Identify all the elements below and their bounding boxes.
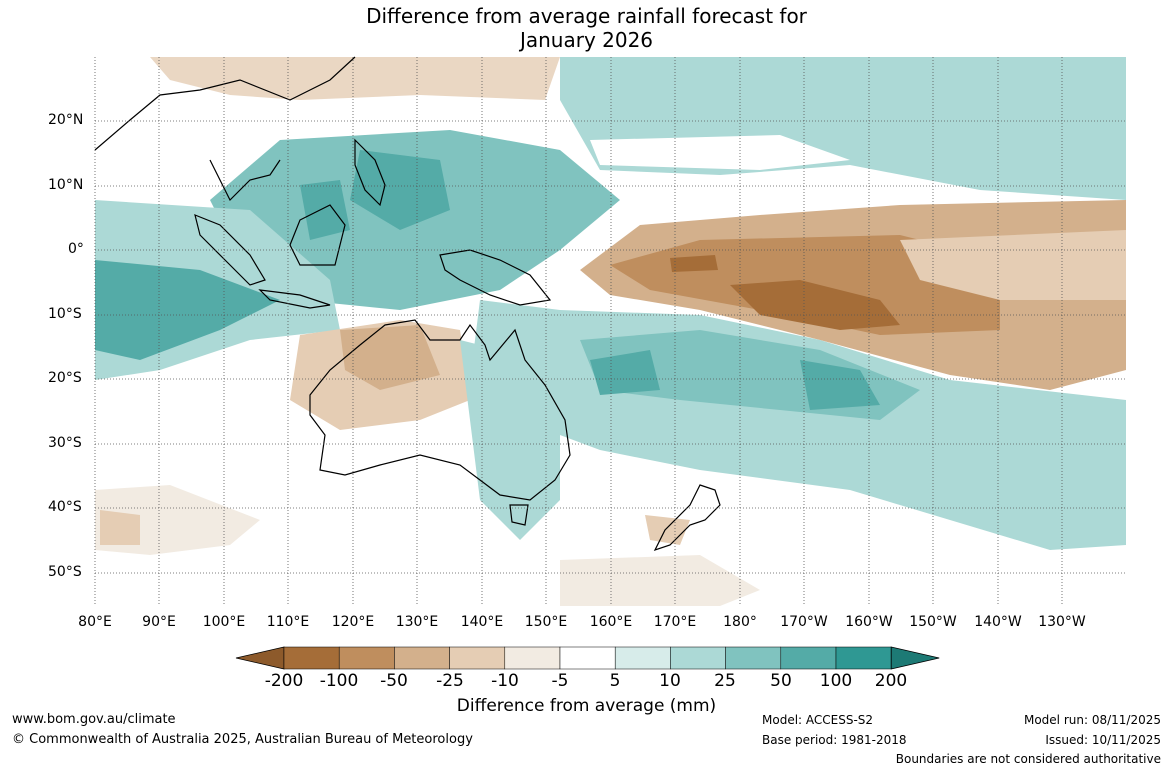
- rainfall-region-wet-maritime-core: [350, 150, 450, 230]
- lat-label-30s: 30°S: [48, 435, 82, 451]
- lon-label-160w: 160°W: [845, 614, 893, 630]
- rainfall-region-dry-pacific-core-2: [670, 255, 718, 272]
- rainfall-region-dry-pacific-core: [730, 280, 900, 330]
- lon-label-140w: 140°W: [974, 614, 1022, 630]
- colorbar-tick: -50: [380, 671, 408, 691]
- lon-label-90e: 90°E: [142, 614, 176, 630]
- colorbar-tick: 10: [659, 671, 681, 691]
- rainfall-region-wet-east-australia: [460, 340, 560, 540]
- lat-label-50s: 50°S: [48, 564, 82, 580]
- colorbar-tick: 100: [819, 671, 853, 691]
- footer-base-period: Base period: 1981-2018: [762, 733, 907, 747]
- lon-label-170w: 170°W: [780, 614, 828, 630]
- lat-label-20s: 20°S: [48, 370, 82, 386]
- rainfall-region-wet-indian-ocean-core: [95, 260, 280, 360]
- colorbar-tick: -5: [551, 671, 569, 691]
- footer-model-run: Model run: 08/11/2025: [1023, 713, 1161, 727]
- lon-label-180: 180°: [723, 614, 757, 630]
- new-guinea-coastline: [439, 249, 552, 306]
- lon-label-100e: 100°E: [202, 614, 246, 630]
- lat-label-0: 0°: [68, 241, 84, 257]
- graticule: [94, 57, 1126, 606]
- rainfall-region-dry-nz: [645, 515, 690, 545]
- lon-label-140e: 140°E: [460, 614, 504, 630]
- colorbar-tick: -25: [436, 671, 464, 691]
- rainfall-region-dry-pacific-east: [900, 230, 1126, 300]
- footer-copyright: © Commonwealth of Australia 2025, Austra…: [12, 732, 473, 747]
- lat-label-10n: 10°N: [48, 177, 84, 193]
- philippines-coastline: [354, 138, 386, 207]
- lat-label-20n: 20°N: [48, 112, 84, 128]
- map-title-line-2: January 2026: [519, 28, 654, 52]
- borneo-coastline: [289, 204, 346, 266]
- rainfall-region-wet-north-light: [590, 135, 850, 170]
- tasmania-coastline: [509, 504, 529, 526]
- lon-label-80e: 80°E: [78, 614, 112, 630]
- colorbar-tick: 200: [874, 671, 908, 691]
- footer-url: www.bom.gov.au/climate: [12, 712, 176, 727]
- rainfall-region-wet-spcz-core-2: [590, 350, 660, 395]
- rainfall-region-dry-north: [150, 57, 560, 100]
- rainfall-region-wet-png: [300, 180, 350, 240]
- lon-label-150w: 150°W: [909, 614, 957, 630]
- asia-coastline: [94, 56, 356, 202]
- footer-issued: Issued: 10/11/2025: [1045, 733, 1161, 747]
- lon-label-130e: 130°E: [395, 614, 439, 630]
- rainfall-region-dry-tasman: [560, 555, 760, 606]
- rainfall-region-dry-south-patch: [100, 510, 140, 545]
- colorbar-tick: 50: [770, 671, 792, 691]
- lon-label-170e: 170°E: [653, 614, 697, 630]
- colorbar-tick: -200: [264, 671, 304, 691]
- map-title-line-1: Difference from average rainfall forecas…: [366, 4, 807, 28]
- lon-label-110e: 110°E: [266, 614, 310, 630]
- colorbar-tick: 25: [714, 671, 736, 691]
- lon-label-150e: 150°E: [524, 614, 568, 630]
- colorbar-label: Difference from average (mm): [456, 696, 717, 716]
- lat-label-10s: 10°S: [48, 306, 82, 322]
- colorbar-tick: -100: [319, 671, 359, 691]
- footer-model: Model: ACCESS-S2: [762, 713, 874, 727]
- lat-label-40s: 40°S: [48, 499, 82, 515]
- lon-label-160e: 160°E: [589, 614, 633, 630]
- sumatra-coastline: [194, 214, 266, 286]
- footer-disclaimer: Boundaries are not considered authoritat…: [895, 752, 1161, 766]
- rainfall-region-wet-spcz-core-3: [800, 360, 880, 410]
- colorbar-tick: -10: [491, 671, 519, 691]
- lon-label-120e: 120°E: [331, 614, 375, 630]
- rainfall-map: [94, 56, 1126, 606]
- lon-label-130w: 130°W: [1038, 614, 1086, 630]
- java-coastline: [258, 289, 331, 309]
- australia-coastline: [309, 319, 571, 501]
- new-zealand-coastline: [653, 484, 721, 552]
- colorbar-tick: 5: [609, 671, 621, 691]
